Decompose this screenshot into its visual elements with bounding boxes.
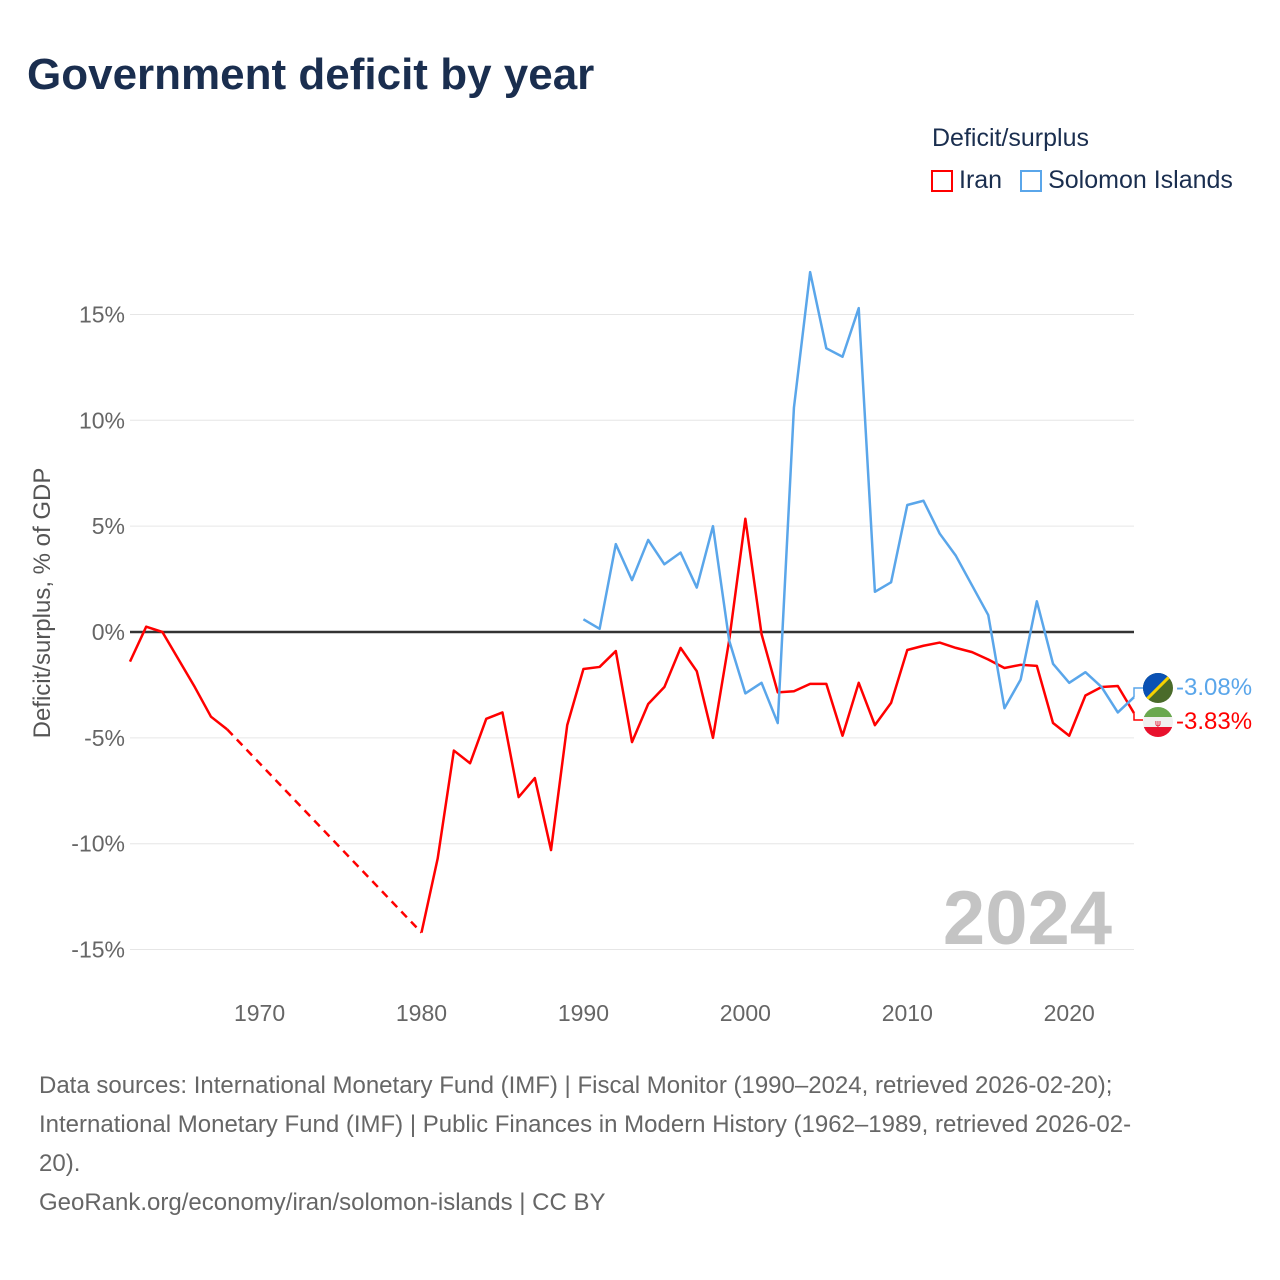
y-axis-label: Deficit/surplus, % of GDP — [29, 468, 56, 739]
line-chart: 15% 10% 5% 0% -5% -10% -15% 1970 1980 1990 2000 201… — [29, 270, 1252, 1026]
legend-item-solomon-islands[interactable]: Solomon Islands — [1020, 166, 1233, 195]
chart-title: Government deficit by year — [27, 50, 595, 99]
y-tick-label: -5% — [84, 725, 125, 751]
legend-swatch-iran — [931, 169, 953, 192]
x-tick-label: 1990 — [558, 1000, 609, 1026]
x-tick-label: 2020 — [1044, 1000, 1095, 1026]
series-line-iran — [420, 517, 1136, 933]
flag-iran-icon: ψ — [1143, 707, 1173, 737]
x-tick-label: 2000 — [720, 1000, 771, 1026]
end-connector-iran — [1133, 713, 1143, 721]
y-tick-label: 5% — [92, 513, 125, 539]
attribution-link[interactable]: GeoRank.org/economy/iran/solomon-islands… — [39, 1189, 606, 1216]
y-tick-label: -10% — [71, 831, 125, 857]
series-line-solomon-islands — [582, 270, 1135, 725]
year-watermark: 2024 — [943, 876, 1112, 961]
y-tick-label: 10% — [79, 407, 125, 433]
source-line-1: Data sources: International Monetary Fun… — [39, 1072, 1113, 1099]
legend-title: Deficit/surplus — [932, 124, 1089, 152]
end-connector-solomon-islands — [1133, 687, 1143, 698]
svg-text:ψ: ψ — [1155, 719, 1161, 729]
legend-item-iran[interactable]: Iran — [931, 166, 1002, 195]
end-label-solomon-islands: -3.08% — [1176, 674, 1252, 701]
legend-swatch-solomon-islands — [1020, 169, 1043, 192]
source-line-3: 20). — [39, 1150, 81, 1177]
legend-label-iran: Iran — [959, 166, 1003, 194]
series-gap-iran — [226, 728, 423, 934]
x-tick-label: 2010 — [882, 1000, 933, 1026]
legend: Iran Solomon Islands — [931, 166, 1233, 195]
y-tick-label: 0% — [92, 619, 125, 645]
legend-label-solomon-islands: Solomon Islands — [1048, 166, 1233, 194]
x-tick-label: 1980 — [396, 1000, 447, 1026]
end-label-iran: -3.83% — [1176, 708, 1252, 735]
series-line-iran — [128, 625, 228, 731]
x-tick-label: 1970 — [234, 1000, 285, 1026]
y-tick-label: -15% — [71, 937, 125, 963]
source-line-2: International Monetary Fund (IMF) | Publ… — [39, 1111, 1132, 1138]
flag-solomon-islands-icon — [1143, 673, 1173, 703]
footer: Data sources: International Monetary Fun… — [39, 1066, 1239, 1222]
y-tick-label: 15% — [79, 301, 125, 327]
